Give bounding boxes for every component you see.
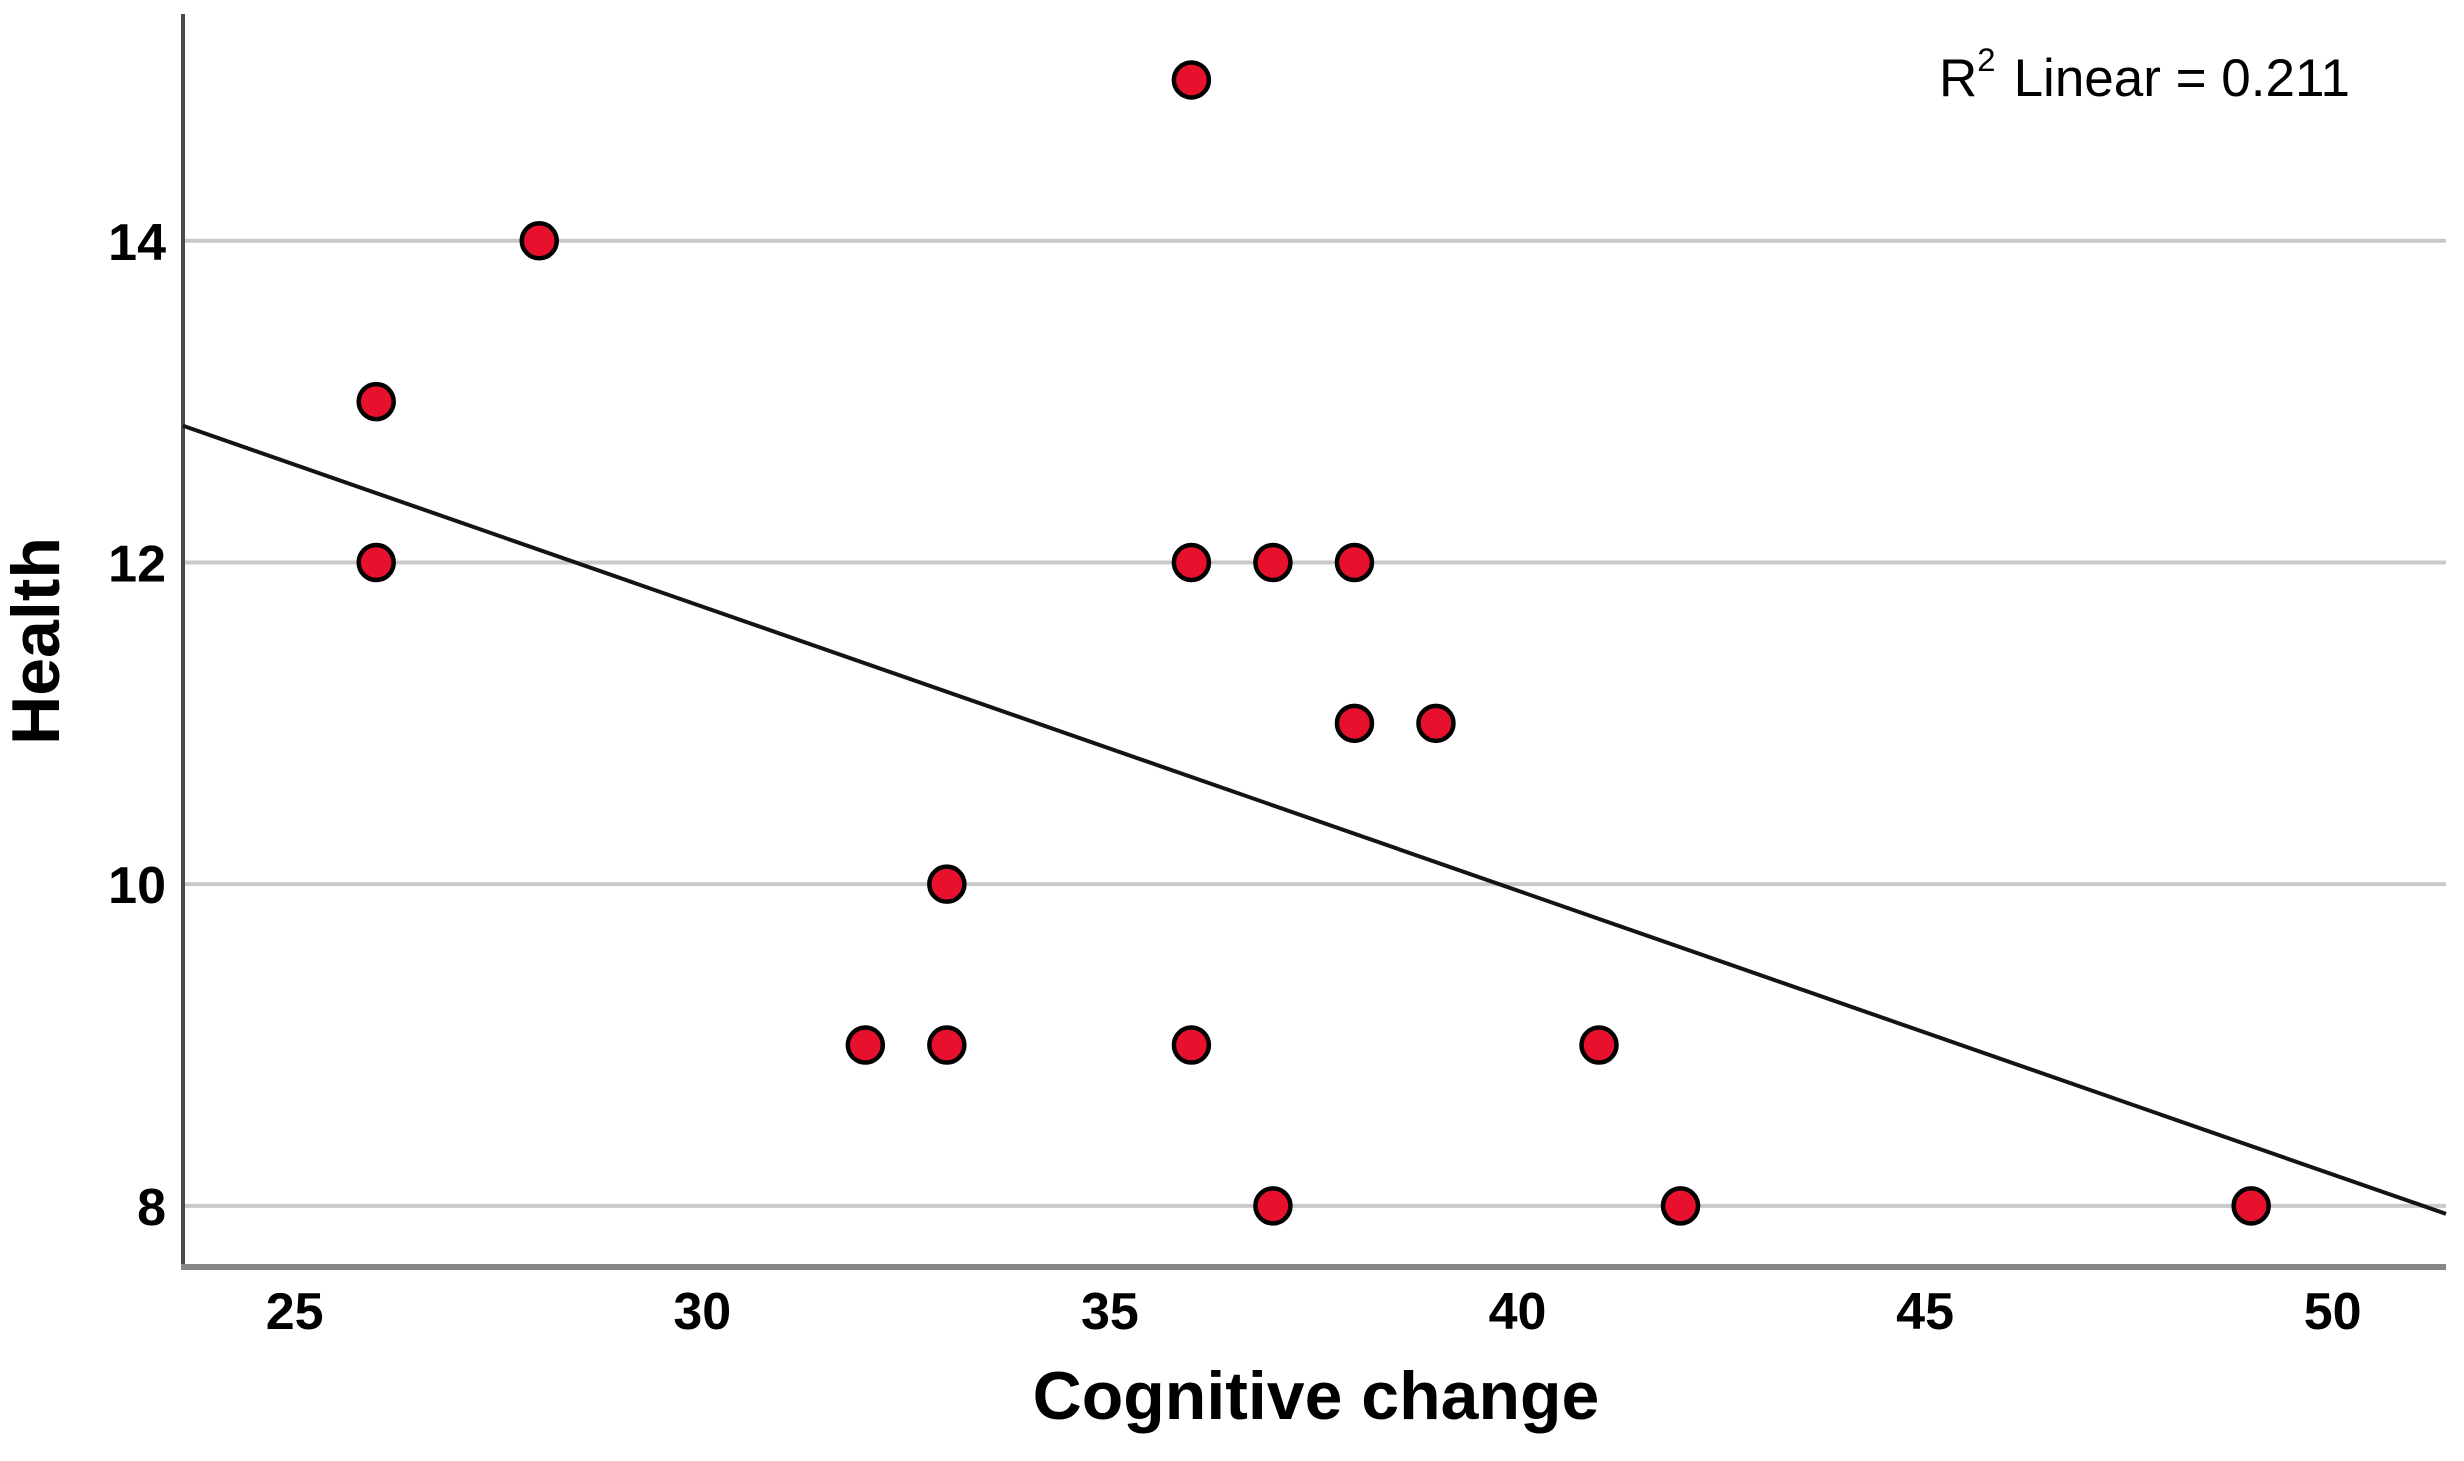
data-point	[1253, 1186, 1293, 1226]
data-point	[1171, 60, 1212, 100]
x-tick-label-40: 40	[1489, 1283, 1547, 1341]
r-squared-annotation: R2 Linear = 0.211	[1938, 44, 2350, 108]
data-point	[1334, 703, 1375, 744]
data-point	[356, 542, 396, 583]
x-tick-label-50: 50	[2304, 1283, 2362, 1341]
data-point	[1416, 703, 1456, 744]
regression-fit-line	[182, 423, 2447, 1216]
x-tick-label-35: 35	[1081, 1283, 1139, 1341]
data-point	[927, 1025, 967, 1065]
data-point	[1660, 1186, 1701, 1226]
r-squared-base: R	[1938, 49, 1978, 108]
x-tick-label-45: 45	[1896, 1283, 1954, 1341]
data-point	[1579, 1025, 1619, 1065]
data-point	[845, 1025, 886, 1065]
data-point	[1171, 542, 1212, 583]
data-point	[1334, 542, 1375, 583]
data-point	[927, 864, 967, 904]
x-tick-label-30: 30	[673, 1283, 731, 1341]
r-squared-superscript: 2	[1977, 41, 1996, 79]
y-tick-label-8: 8	[137, 1179, 166, 1237]
data-point	[519, 221, 559, 261]
x-axis-title: Cognitive change	[1032, 1358, 1600, 1434]
data-point	[2231, 1186, 2271, 1226]
data-point	[1171, 1025, 1212, 1065]
y-tick-label-10: 10	[108, 857, 166, 915]
y-tick-label-12: 12	[108, 535, 166, 593]
data-point	[356, 381, 396, 422]
y-axis-title: Health	[0, 537, 74, 745]
r-squared-value-text: Linear = 0.211	[2013, 49, 2350, 108]
x-tick-label-25: 25	[266, 1283, 324, 1341]
data-point	[1253, 542, 1293, 583]
y-tick-label-14: 14	[108, 214, 166, 272]
